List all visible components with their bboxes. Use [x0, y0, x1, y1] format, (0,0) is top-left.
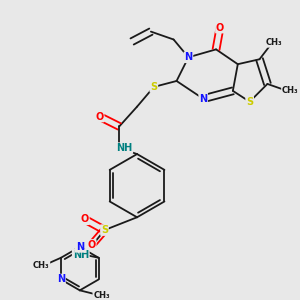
- Text: N: N: [184, 52, 193, 62]
- Text: CH₃: CH₃: [93, 291, 110, 300]
- Text: NH: NH: [116, 143, 132, 153]
- Text: N: N: [199, 94, 207, 104]
- Text: N: N: [57, 274, 65, 284]
- Text: CH₃: CH₃: [266, 38, 283, 47]
- Text: S: S: [246, 97, 253, 107]
- Text: N: N: [76, 242, 84, 252]
- Text: O: O: [95, 112, 104, 122]
- Text: S: S: [101, 225, 108, 235]
- Text: O: O: [81, 214, 89, 224]
- Text: CH₃: CH₃: [33, 261, 50, 270]
- Text: O: O: [88, 240, 96, 250]
- Text: CH₃: CH₃: [282, 86, 298, 95]
- Text: O: O: [216, 23, 224, 33]
- Text: NH: NH: [73, 250, 89, 260]
- Text: S: S: [150, 82, 158, 92]
